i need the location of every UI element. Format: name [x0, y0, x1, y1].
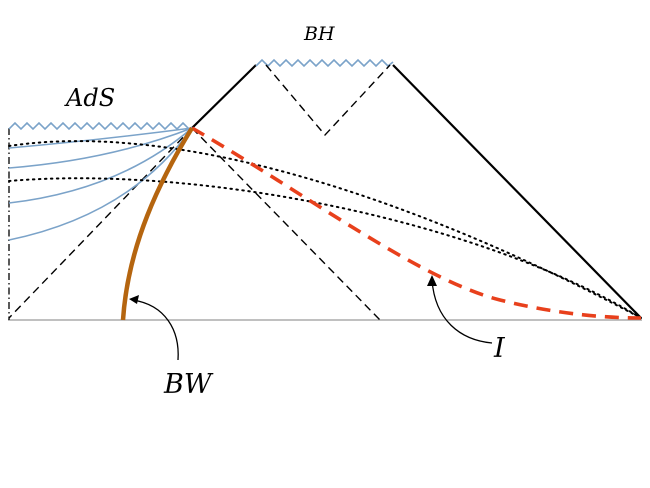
- i-arrow-head: [427, 275, 437, 286]
- dotted-curves: [8, 140, 642, 319]
- light-ray-left-dashed: [8, 127, 193, 319]
- blue-curve-3: [8, 127, 193, 204]
- red-dashed-curve-i: [191, 126, 642, 320]
- label-bh: BH: [303, 23, 335, 45]
- light-ray-right-dashed: [191, 127, 381, 321]
- label-bw: BW: [163, 369, 214, 400]
- blue-curve-1: [8, 127, 193, 149]
- bw-arrow-head: [129, 295, 139, 304]
- brane-world-curve: [120, 126, 194, 321]
- bw-arrow-line: [132, 299, 179, 361]
- bh-singularity-zigzag: [255, 58, 394, 68]
- i-arrow-line: [431, 279, 493, 344]
- label-ads: AdS: [64, 84, 115, 112]
- dotted-curve-lower: [8, 177, 642, 319]
- inner-horizon-dashed: [265, 64, 391, 137]
- black-hole-horizon-lines: [191, 64, 257, 129]
- ads-singularity-zigzag: [8, 121, 193, 131]
- dotted-curve-upper: [8, 140, 642, 319]
- blue-curve-2: [8, 127, 193, 169]
- label-i: I: [493, 333, 506, 364]
- black-hole-right-horizon: [392, 64, 642, 319]
